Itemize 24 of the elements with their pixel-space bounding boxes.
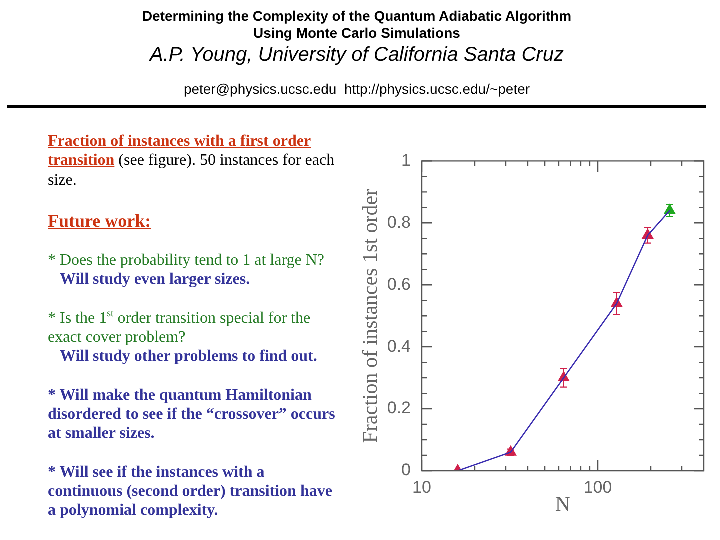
text: * Will see if the instances with a continuous (second order) transition have a polynomial complexity. [48,464,332,520]
chart-subtitle: A.P. Young, University of California Santa Cruz [148,43,565,67]
y-tick-label: 0.4 [387,336,411,356]
y-tick-label: 0.2 [387,398,411,418]
x-tick-label: 10 [412,478,432,497]
text: * Will make the quantum Hamiltonian disordered to see if the “crossover” occurs at smaller sizes. [48,386,336,442]
text: peter@physics.ucsc.edu http://physics.ucsc.edu/~peter [182,81,532,98]
text: * Is the 1$^{st}$ order transition special for the exact cover problem? [48,308,311,346]
text: size. [48,172,77,189]
y-tick-label: 0.8 [387,212,411,232]
text: Will study even larger sizes. [60,270,250,290]
y-tick-label: 1 [402,150,411,170]
text: (see figure). 50 instances for each [118,152,335,170]
text: Will study other problems to find out. [60,347,318,367]
text: Future work: [48,210,152,231]
x-tick-label: 100 [584,478,612,497]
y-tick-label: 0 [402,460,411,480]
y-tick-label: 0.6 [387,274,411,294]
text: Fraction of instances with a first order [48,133,312,150]
chart-title: Determining the Complexity of the Quantum Adiabatic Algorithm Using Monte Carlo Simulations [141,8,573,42]
text: * Does the probability tend to 1 at large N? [48,252,325,270]
text: transition [48,152,115,170]
x-axis-title: N [555,492,571,516]
y-axis-title: Fraction of instances 1st order [358,188,382,444]
